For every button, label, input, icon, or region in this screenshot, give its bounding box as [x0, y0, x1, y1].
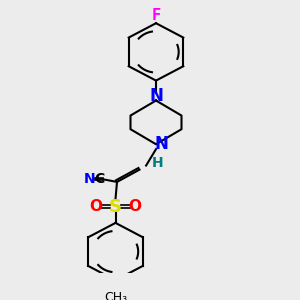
Text: F: F [152, 8, 160, 22]
Text: N: N [154, 135, 168, 153]
Text: C: C [94, 172, 104, 186]
Text: S: S [109, 197, 122, 215]
Text: O: O [89, 199, 103, 214]
Text: N: N [149, 87, 163, 105]
Text: CH₃: CH₃ [104, 291, 127, 300]
Text: O: O [128, 199, 142, 214]
Text: H: H [152, 156, 163, 170]
Text: N: N [84, 172, 95, 186]
